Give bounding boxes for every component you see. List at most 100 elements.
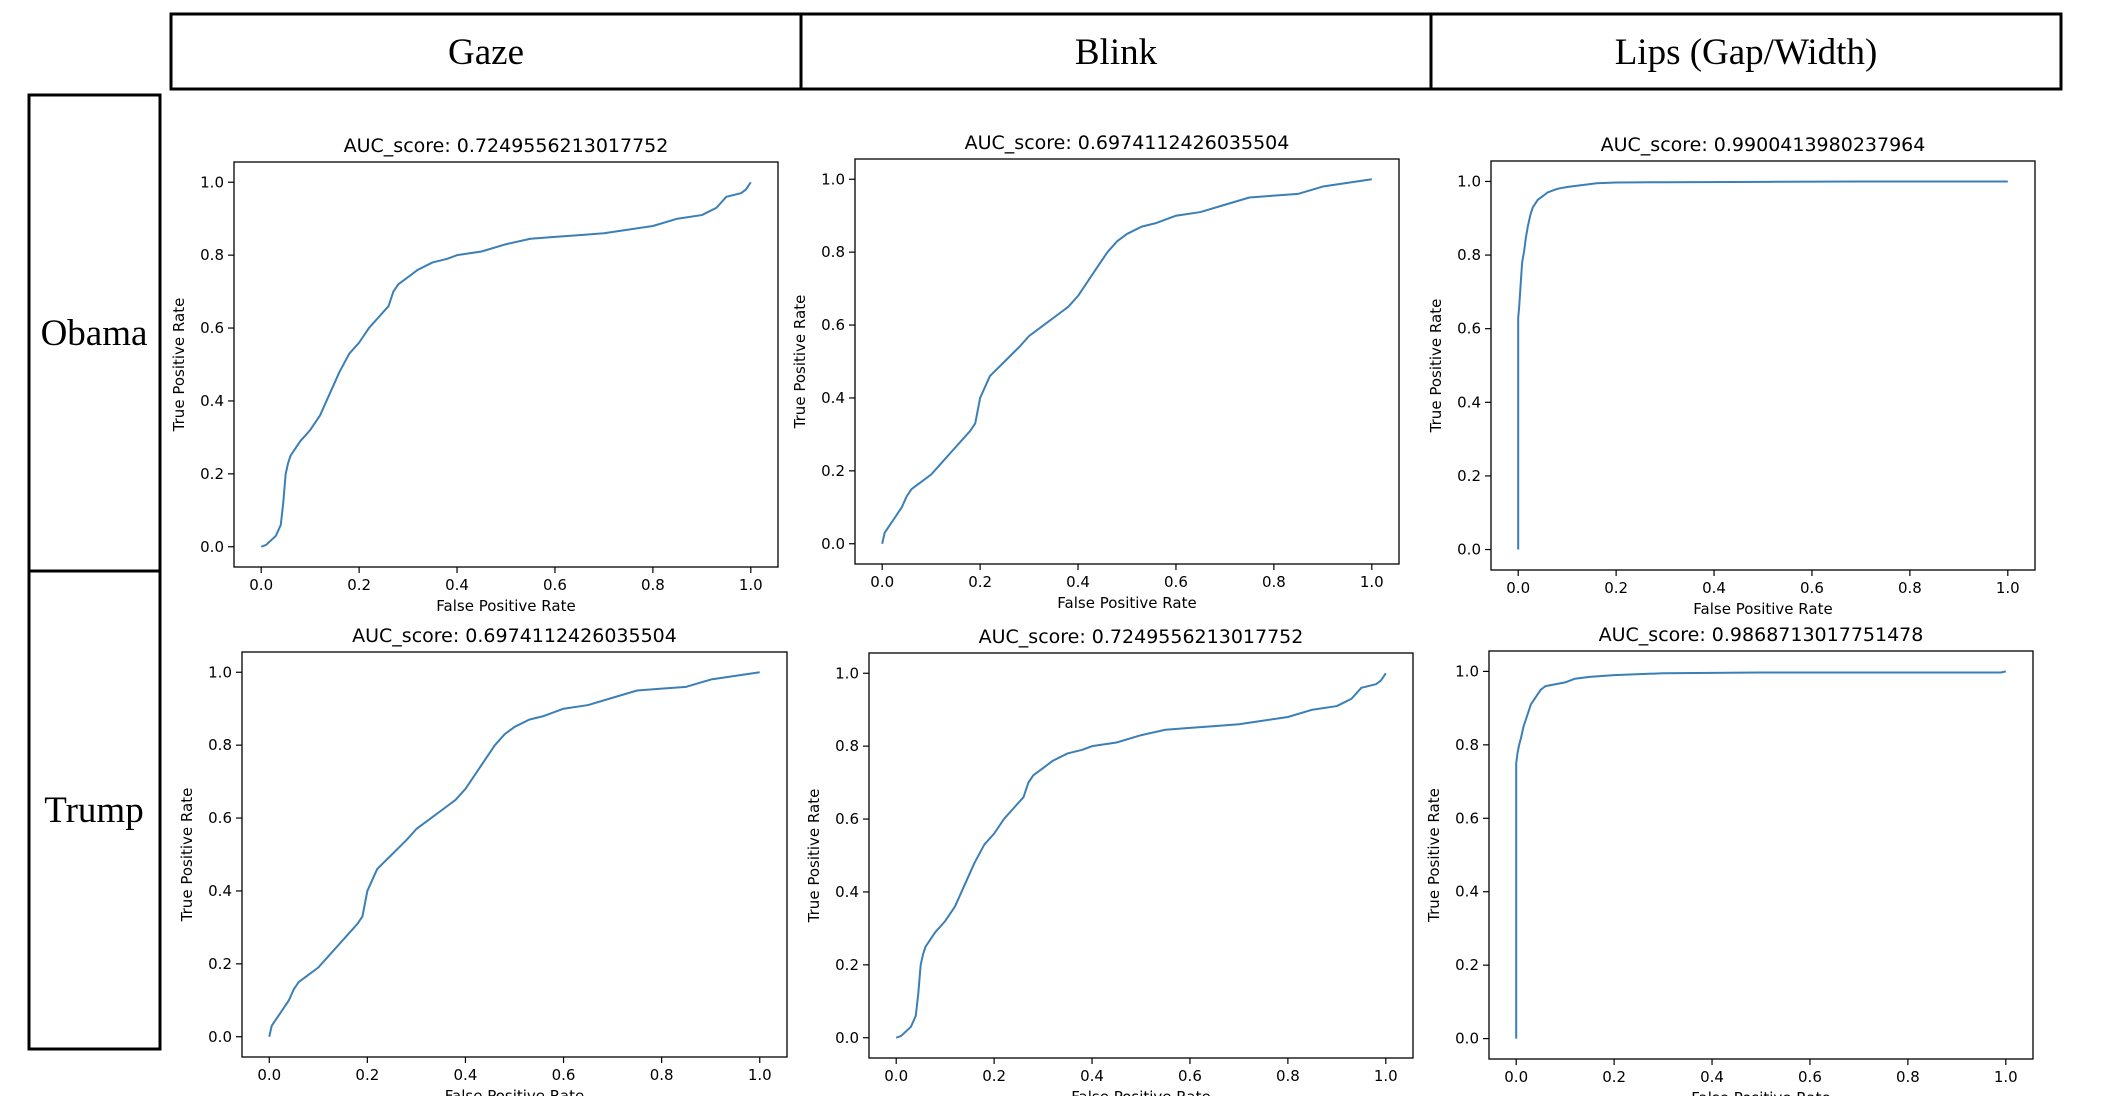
roc-trump-lips-gap-width-ytick-label: 1.0 [1455, 662, 1479, 680]
roc-obama-gaze-xtick-label: 0.4 [445, 576, 469, 594]
roc-obama-gaze-roc-line [260, 181, 752, 548]
roc-trump-lips-gap-width-ytick-label: 0.8 [1455, 736, 1479, 754]
roc-obama-blink-ytick-label: 0.6 [821, 316, 845, 334]
roc-trump-blink-roc-line [895, 672, 1387, 1039]
roc-trump-lips-gap-width-xlabel: False Positive Rate [1691, 1089, 1830, 1096]
roc-trump-gaze-xlabel: False Positive Rate [445, 1087, 584, 1096]
roc-obama-gaze-xtick-label: 0.2 [347, 576, 371, 594]
roc-trump-lips-gap-width-xtick-label: 0.0 [1504, 1068, 1528, 1086]
header-cell-lips [1429, 12, 2063, 91]
roc-trump-gaze-xtick-label: 0.2 [355, 1066, 379, 1084]
column-header-table: Gaze Blink Lips (Gap/Width) [169, 12, 2063, 91]
roc-obama-blink-title: AUC_score: 0.6974112426035504 [965, 132, 1290, 154]
roc-trump-blink-ytick-label: 0.4 [835, 883, 859, 901]
roc-obama-gaze-ytick-label: 1.0 [200, 173, 224, 191]
roc-trump-blink-ytick-label: 0.2 [835, 956, 859, 974]
roc-trump-gaze-xtick-label: 0.0 [257, 1066, 281, 1084]
roc-trump-blink-xtick-label: 0.0 [884, 1067, 908, 1085]
roc-obama-lips-gap-width-xtick-label: 0.0 [1506, 579, 1530, 597]
roc-trump-blink-xtick-label: 1.0 [1374, 1067, 1398, 1085]
roc-trump-blink-xtick-label: 0.4 [1080, 1067, 1104, 1085]
roc-panel-obama-blink: AUC_score: 0.6974112426035504 0.0 0.2 0.4 0.… [791, 132, 1400, 612]
roc-obama-lips-gap-width-ylabel: True Positive Rate [1427, 299, 1445, 434]
roc-trump-lips-gap-width-title: AUC_score: 0.9868713017751478 [1599, 624, 1924, 646]
roc-trump-gaze-roc-line [268, 671, 760, 1037]
roc-trump-gaze-ylabel: True Positive Rate [178, 788, 196, 923]
roc-obama-lips-gap-width-ytick-label: 0.0 [1457, 541, 1481, 559]
roc-trump-lips-gap-width-xtick-label: 1.0 [1994, 1068, 2018, 1086]
roc-obama-lips-gap-width-ytick-label: 1.0 [1457, 172, 1481, 190]
roc-obama-blink-ytick-label: 0.0 [821, 535, 845, 553]
roc-obama-blink-xtick-label: 0.4 [1066, 573, 1090, 591]
roc-trump-blink-axes-frame [868, 652, 1414, 1059]
roc-trump-blink-ytick-label: 0.8 [835, 737, 859, 755]
roc-obama-blink-axes-frame [854, 158, 1400, 565]
roc-obama-blink-ytick-label: 1.0 [821, 170, 845, 188]
roc-obama-blink-ytick-label: 0.8 [821, 243, 845, 261]
roc-trump-lips-gap-width-xtick-label: 0.4 [1700, 1068, 1724, 1086]
roc-obama-gaze-axes-frame [233, 161, 779, 568]
roc-obama-gaze-ylabel: True Positive Rate [170, 298, 188, 433]
roc-obama-gaze-xtick-label: 1.0 [739, 576, 763, 594]
roc-trump-gaze-axes-frame [241, 651, 788, 1058]
roc-trump-lips-gap-width-axes-frame [1488, 650, 2034, 1060]
row-header-obama: Obama [41, 313, 148, 354]
roc-trump-gaze-ytick-label: 0.6 [208, 809, 232, 827]
roc-trump-lips-gap-width-xtick-label: 0.8 [1896, 1068, 1920, 1086]
roc-obama-gaze-xtick-label: 0.0 [249, 576, 273, 594]
roc-obama-lips-gap-width-xtick-label: 1.0 [1996, 579, 2020, 597]
roc-obama-lips-gap-width-ytick-label: 0.2 [1457, 467, 1481, 485]
roc-obama-blink-ytick-label: 0.2 [821, 462, 845, 480]
roc-obama-lips-gap-width-xtick-label: 0.6 [1800, 579, 1824, 597]
roc-obama-lips-gap-width-xlabel: False Positive Rate [1693, 600, 1832, 618]
roc-obama-blink-xlabel: False Positive Rate [1057, 594, 1196, 612]
roc-obama-lips-gap-width-ytick-label: 0.8 [1457, 246, 1481, 264]
roc-trump-lips-gap-width-roc-line [1515, 670, 2007, 1039]
roc-trump-lips-gap-width-xtick-label: 0.6 [1798, 1068, 1822, 1086]
row-header-table: Obama Trump [27, 93, 162, 1051]
roc-obama-blink-ylabel: True Positive Rate [791, 295, 809, 430]
roc-trump-blink-ytick-label: 0.6 [835, 810, 859, 828]
roc-trump-gaze-ytick-label: 0.4 [208, 882, 232, 900]
roc-obama-gaze-xtick-label: 0.8 [641, 576, 665, 594]
roc-trump-lips-gap-width-ytick-label: 0.0 [1455, 1030, 1479, 1048]
roc-obama-blink-xtick-label: 0.6 [1164, 573, 1188, 591]
roc-trump-blink-xlabel: False Positive Rate [1071, 1088, 1210, 1096]
roc-trump-blink-xtick-label: 0.6 [1178, 1067, 1202, 1085]
roc-obama-gaze-ytick-label: 0.0 [200, 538, 224, 556]
column-header-lips: Lips (Gap/Width) [1615, 32, 1878, 73]
roc-panel-trump-blink: AUC_score: 0.7249556213017752 0.0 0.2 0.4 0.… [805, 626, 1414, 1096]
roc-trump-gaze-ytick-label: 0.2 [208, 955, 232, 973]
roc-trump-gaze-xtick-label: 1.0 [748, 1066, 772, 1084]
roc-obama-gaze-ytick-label: 0.8 [200, 246, 224, 264]
roc-obama-lips-gap-width-roc-line [1517, 180, 2008, 550]
column-header-blink: Blink [1075, 32, 1158, 73]
roc-obama-lips-gap-width-xtick-label: 0.4 [1702, 579, 1726, 597]
roc-trump-gaze-title: AUC_score: 0.6974112426035504 [352, 625, 677, 647]
roc-obama-gaze-ytick-label: 0.6 [200, 319, 224, 337]
roc-trump-gaze-ytick-label: 1.0 [208, 663, 232, 681]
roc-trump-blink-title: AUC_score: 0.7249556213017752 [979, 626, 1304, 648]
roc-obama-lips-gap-width-axes-frame [1490, 160, 2036, 571]
roc-obama-gaze-title: AUC_score: 0.7249556213017752 [344, 135, 669, 157]
roc-trump-blink-xtick-label: 0.2 [982, 1067, 1006, 1085]
roc-panel-obama-lips: AUC_score: 0.9900413980237964 0.0 0.2 0.4 0.… [1427, 134, 2036, 618]
roc-trump-lips-gap-width-ytick-label: 0.2 [1455, 956, 1479, 974]
roc-obama-lips-gap-width-xtick-label: 0.2 [1604, 579, 1628, 597]
roc-trump-gaze-xtick-label: 0.4 [454, 1066, 478, 1084]
roc-obama-blink-xtick-label: 0.0 [870, 573, 894, 591]
roc-trump-blink-ylabel: True Positive Rate [805, 789, 823, 924]
roc-trump-lips-gap-width-ytick-label: 0.4 [1455, 883, 1479, 901]
roc-trump-blink-ytick-label: 0.0 [835, 1029, 859, 1047]
roc-obama-lips-gap-width-ytick-label: 0.6 [1457, 320, 1481, 338]
roc-obama-lips-gap-width-xtick-label: 0.8 [1898, 579, 1922, 597]
roc-trump-blink-xtick-label: 0.8 [1276, 1067, 1300, 1085]
roc-trump-lips-gap-width-ytick-label: 0.6 [1455, 809, 1479, 827]
roc-trump-lips-gap-width-ylabel: True Positive Rate [1425, 788, 1443, 923]
roc-obama-gaze-xtick-label: 0.6 [543, 576, 567, 594]
roc-obama-blink-xtick-label: 0.2 [968, 573, 992, 591]
roc-obama-lips-gap-width-title: AUC_score: 0.9900413980237964 [1601, 134, 1926, 156]
roc-panel-obama-gaze: AUC_score: 0.7249556213017752 0.0 0.2 0.4 0.… [170, 135, 779, 615]
roc-panel-trump-gaze: AUC_score: 0.6974112426035504 0.0 0.2 0.4 0.… [178, 625, 788, 1096]
